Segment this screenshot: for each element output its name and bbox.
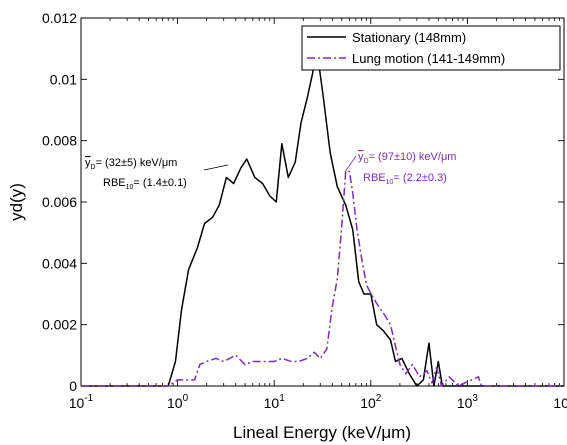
- annotation-lung: yD= (97±10) keV/μm RBE10= (2.2±0.3): [344, 151, 456, 186]
- x-axis-label: Lineal Energy (keV/μm): [233, 423, 411, 442]
- x-tick-label: 103: [457, 393, 479, 411]
- legend-label-lung: Lung motion (141-149mm): [352, 51, 505, 66]
- series-layer: [81, 41, 564, 387]
- series-line-lung-motion: [81, 170, 564, 387]
- y-axis: 0 0.002 0.004 0.006 0.008 0.01 0.012: [42, 10, 564, 394]
- annotation-stationary: yD= (32±5) keV/μm RBE10= (1.4±0.1): [85, 157, 229, 191]
- annotation-stationary-pointer: [203, 164, 229, 171]
- x-tick-label: 104: [553, 393, 567, 411]
- y-tick-label: 0.012: [42, 10, 77, 26]
- legend: Stationary (148mm) Lung motion (141-149m…: [301, 25, 561, 71]
- y-axis-label: yd(y): [7, 183, 26, 221]
- x-tick-label: 101: [264, 393, 286, 411]
- legend-box: [301, 25, 561, 71]
- y-tick-label: 0.01: [50, 71, 77, 87]
- y-tick-label: 0.004: [42, 255, 77, 271]
- annotation-lung-yd: yD= (97±10) keV/μm: [358, 151, 456, 165]
- x-tick-label: 10-1: [69, 393, 94, 411]
- plot-frame: [80, 17, 565, 387]
- x-tick-label: 102: [360, 393, 382, 411]
- legend-label-stationary: Stationary (148mm): [352, 30, 466, 45]
- x-axis: 10-1 100 101 102 103 104: [69, 18, 567, 411]
- y-tick-label: 0.008: [42, 133, 77, 149]
- annotation-lung-pointer: [344, 155, 357, 173]
- y-tick-label: 0.006: [42, 194, 77, 210]
- annotation-lung-rbe: RBE10= (2.2±0.3): [363, 172, 447, 186]
- y-tick-label: 0.002: [42, 317, 77, 333]
- x-tick-label: 100: [167, 393, 189, 411]
- series-line-stationary: [81, 41, 564, 387]
- annotation-stationary-rbe: RBE10= (1.4±0.1): [103, 177, 187, 191]
- annotation-stationary-yd: yD= (32±5) keV/μm: [85, 157, 177, 171]
- y-tick-label: 0: [69, 378, 77, 394]
